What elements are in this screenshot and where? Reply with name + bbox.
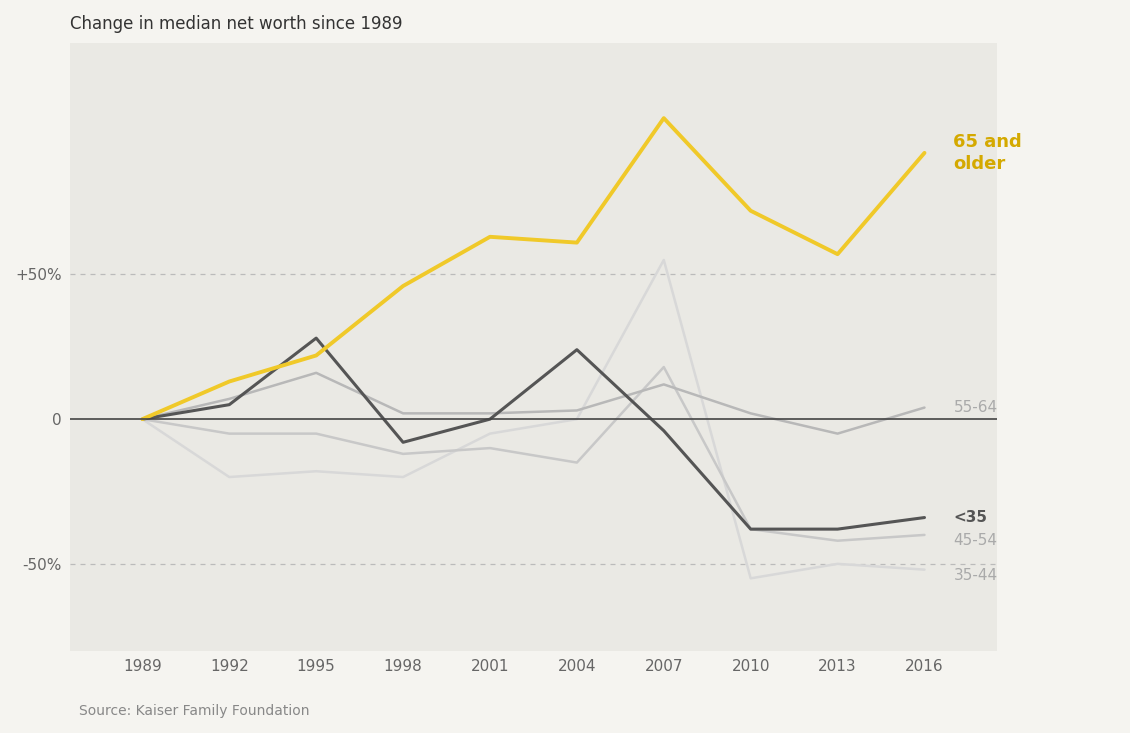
Text: 35-44: 35-44 (954, 568, 998, 583)
Text: 65 and
older: 65 and older (954, 133, 1023, 173)
Text: Change in median net worth since 1989: Change in median net worth since 1989 (70, 15, 402, 33)
Text: 55-64: 55-64 (954, 400, 998, 415)
Text: 45-54: 45-54 (954, 533, 998, 548)
Text: Source: Kaiser Family Foundation: Source: Kaiser Family Foundation (79, 704, 310, 718)
Text: <35: <35 (954, 510, 988, 525)
